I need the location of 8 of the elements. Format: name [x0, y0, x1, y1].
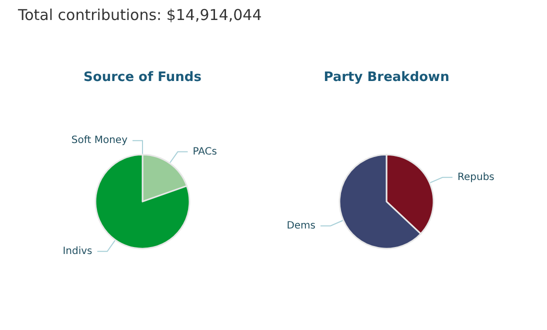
slice-label: Indivs [62, 246, 92, 257]
chart-title: Source of Funds [84, 70, 202, 85]
slice-label: PACs [192, 146, 217, 158]
legend-label: Soft Money [71, 135, 128, 146]
slice-label: Repubs [457, 172, 494, 183]
chart-title: Party Breakdown [324, 70, 450, 85]
text: Total contributions: $14,914,044 [18, 6, 262, 24]
slice-label: Dems [286, 220, 316, 232]
